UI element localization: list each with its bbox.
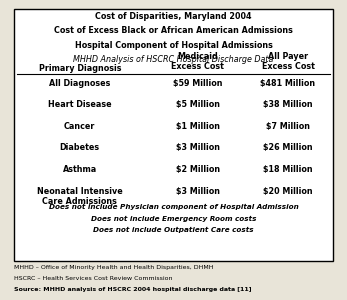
Text: Primary Diagnosis: Primary Diagnosis (39, 64, 121, 73)
Text: Cancer: Cancer (64, 122, 95, 131)
Text: $26 Million: $26 Million (263, 143, 313, 152)
Text: Does not include Emergency Room costs: Does not include Emergency Room costs (91, 215, 256, 221)
FancyBboxPatch shape (14, 9, 333, 261)
Text: $20 Million: $20 Million (263, 187, 313, 196)
Text: Medicaid
Excess Cost: Medicaid Excess Cost (171, 52, 224, 71)
Text: Source: MHHD analysis of HSCRC 2004 hospital discharge data [11]: Source: MHHD analysis of HSCRC 2004 hosp… (14, 287, 251, 292)
Text: Does not include Outpatient Care costs: Does not include Outpatient Care costs (93, 227, 254, 233)
Text: $59 Million: $59 Million (173, 79, 222, 88)
Text: Hospital Component of Hospital Admissions: Hospital Component of Hospital Admission… (75, 41, 272, 50)
Text: All Payer
Excess Cost: All Payer Excess Cost (262, 52, 314, 71)
Text: $1 Million: $1 Million (176, 122, 220, 131)
Text: All Diagnoses: All Diagnoses (49, 79, 110, 88)
Text: $5 Million: $5 Million (176, 100, 220, 109)
Text: Neonatal Intensive
Care Admissions: Neonatal Intensive Care Admissions (37, 187, 123, 206)
Text: MHHD Analysis of HSCRC Hospital Discharge Data: MHHD Analysis of HSCRC Hospital Discharg… (73, 55, 274, 64)
Text: $2 Million: $2 Million (176, 165, 220, 174)
Text: Cost of Excess Black or African American Admissions: Cost of Excess Black or African American… (54, 26, 293, 35)
Text: $3 Million: $3 Million (176, 187, 220, 196)
Text: Cost of Disparities, Maryland 2004: Cost of Disparities, Maryland 2004 (95, 12, 252, 21)
Text: $481 Million: $481 Million (261, 79, 315, 88)
Text: $7 Million: $7 Million (266, 122, 310, 131)
Text: MHHD – Office of Minority Health and Health Disparities, DHMH: MHHD – Office of Minority Health and Hea… (14, 266, 213, 271)
Text: Heart Disease: Heart Disease (48, 100, 112, 109)
Text: $38 Million: $38 Million (263, 100, 313, 109)
Text: Asthma: Asthma (63, 165, 97, 174)
Text: Diabetes: Diabetes (60, 143, 100, 152)
Text: Does not include Physician component of Hospital Admission: Does not include Physician component of … (49, 204, 298, 210)
Text: $3 Million: $3 Million (176, 143, 220, 152)
Text: HSCRC – Health Services Cost Review Commission: HSCRC – Health Services Cost Review Comm… (14, 276, 172, 281)
Text: $18 Million: $18 Million (263, 165, 313, 174)
